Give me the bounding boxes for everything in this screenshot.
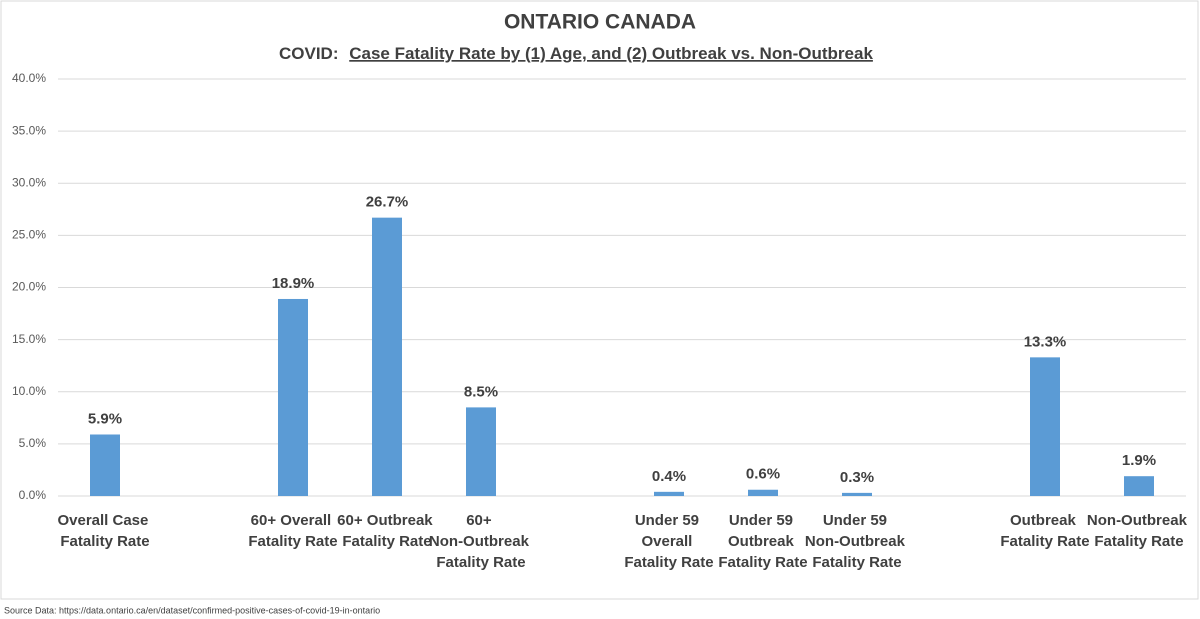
x-tick-label: Under 59 Overall Fatality Rate bbox=[624, 512, 713, 571]
y-tick-label: 40.0% bbox=[12, 71, 46, 85]
y-tick-label: 5.0% bbox=[19, 436, 47, 450]
value-label: 0.3% bbox=[840, 469, 874, 486]
chart-title: ONTARIO CANADA bbox=[504, 11, 696, 34]
y-tick-label: 35.0% bbox=[12, 123, 46, 137]
label-line: Fatality Rate bbox=[342, 533, 431, 550]
bar bbox=[1124, 476, 1154, 496]
value-label: 18.9% bbox=[272, 275, 315, 292]
label-line: Fatality Rate bbox=[436, 554, 525, 571]
label-line: 60+ Outbreak bbox=[337, 512, 437, 529]
subtitle-prefix: COVID: bbox=[279, 44, 339, 63]
x-tick-label: Outbreak Fatality Rate bbox=[1000, 512, 1089, 550]
label-line: Non-Outbreak bbox=[805, 533, 909, 550]
label-line: Fatality Rate bbox=[60, 533, 149, 550]
x-tick-label: Non-Outbreak Fatality Rate bbox=[1087, 512, 1191, 550]
label-line: Fatality Rate bbox=[624, 554, 713, 571]
bar bbox=[372, 217, 402, 496]
label-line: Under 59 bbox=[635, 512, 703, 529]
label-line: Under 59 bbox=[729, 512, 797, 529]
bar bbox=[748, 489, 778, 496]
label-line: 60+ bbox=[466, 512, 496, 529]
x-tick-label: Under 59 Non-Outbreak Fatality Rate bbox=[805, 512, 909, 571]
x-tick-label: Under 59 Outbreak Fatality Rate bbox=[718, 512, 807, 571]
value-label: 5.9% bbox=[88, 410, 122, 427]
y-tick-label: 30.0% bbox=[12, 175, 46, 189]
bar bbox=[654, 491, 684, 496]
y-tick-label: 15.0% bbox=[12, 332, 46, 346]
label-line: Under 59 bbox=[823, 512, 891, 529]
x-tick-label: 60+ Outbreak Fatality Rate bbox=[337, 512, 437, 550]
label-line: Fatality Rate bbox=[1094, 533, 1183, 550]
chart-frame bbox=[0, 0, 1199, 600]
label-line: Fatality Rate bbox=[812, 554, 901, 571]
label-line: Overall bbox=[641, 533, 696, 550]
value-label: 13.3% bbox=[1024, 333, 1067, 350]
y-tick-label: 10.0% bbox=[12, 384, 46, 398]
value-label: 1.9% bbox=[1122, 452, 1156, 469]
subtitle-text: Case Fatality Rate by (1) Age, and (2) O… bbox=[349, 44, 873, 63]
label-line: Non-Outbreak bbox=[1087, 512, 1191, 529]
label-line: Outbreak bbox=[728, 533, 798, 550]
label-line: 60+ Overall bbox=[251, 512, 336, 529]
x-tick-label: 60+ Overall Fatality Rate bbox=[248, 512, 337, 550]
label-line: Fatality Rate bbox=[1000, 533, 1089, 550]
y-tick-label: 20.0% bbox=[12, 280, 46, 294]
label-line: Non-Outbreak bbox=[429, 533, 533, 550]
bar bbox=[278, 298, 308, 496]
value-label: 26.7% bbox=[366, 194, 409, 211]
bar bbox=[466, 407, 496, 496]
value-label: 8.5% bbox=[464, 383, 498, 400]
bar bbox=[1030, 357, 1060, 496]
value-label: 0.6% bbox=[746, 466, 780, 483]
x-tick-label: 60+ Non-Outbreak Fatality Rate bbox=[429, 512, 533, 571]
value-label: 0.4% bbox=[652, 468, 686, 485]
chart-subtitle: COVID: Case Fatality Rate by (1) Age, an… bbox=[279, 44, 873, 63]
bar bbox=[842, 492, 872, 496]
label-line: Fatality Rate bbox=[248, 533, 337, 550]
label-line: Overall Case bbox=[57, 512, 152, 529]
source-note: Source Data: https://data.ontario.ca/en/… bbox=[4, 605, 380, 615]
y-tick-label: 0.0% bbox=[19, 488, 47, 502]
label-line: Outbreak bbox=[1010, 512, 1080, 529]
y-tick-label: 25.0% bbox=[12, 228, 46, 242]
label-line: Fatality Rate bbox=[718, 554, 807, 571]
bar bbox=[90, 434, 120, 496]
x-tick-label: Overall Case Fatality Rate bbox=[57, 512, 152, 550]
